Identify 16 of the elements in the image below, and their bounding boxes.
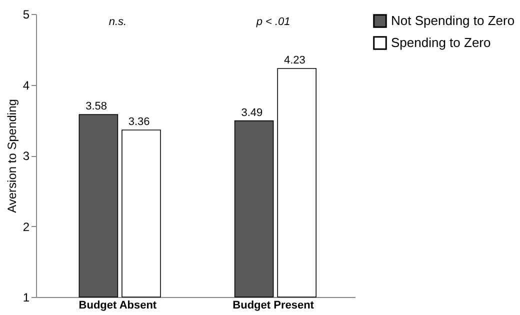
- data-label: 4.23: [284, 54, 306, 66]
- y-tick-label: 1: [22, 290, 30, 304]
- annotation: p < .01: [255, 16, 290, 28]
- data-label: 3.49: [241, 106, 263, 119]
- legend-label: Not Spending to Zero: [391, 13, 515, 28]
- annotation: n.s.: [108, 16, 127, 28]
- y-tick-label: 3: [22, 149, 30, 163]
- data-label: 3.58: [86, 100, 108, 112]
- y-tick-label: 2: [22, 220, 30, 234]
- y-tick-label: 5: [22, 8, 30, 22]
- y-axis-title: Aversion to Spending: [4, 99, 19, 213]
- y-tick-label: 4: [22, 78, 30, 92]
- legend-label: Spending to Zero: [391, 35, 491, 50]
- data-label: 3.36: [128, 116, 150, 128]
- x-tick-label: Budget Absent: [78, 300, 157, 312]
- x-tick-label: Budget Present: [232, 300, 314, 312]
